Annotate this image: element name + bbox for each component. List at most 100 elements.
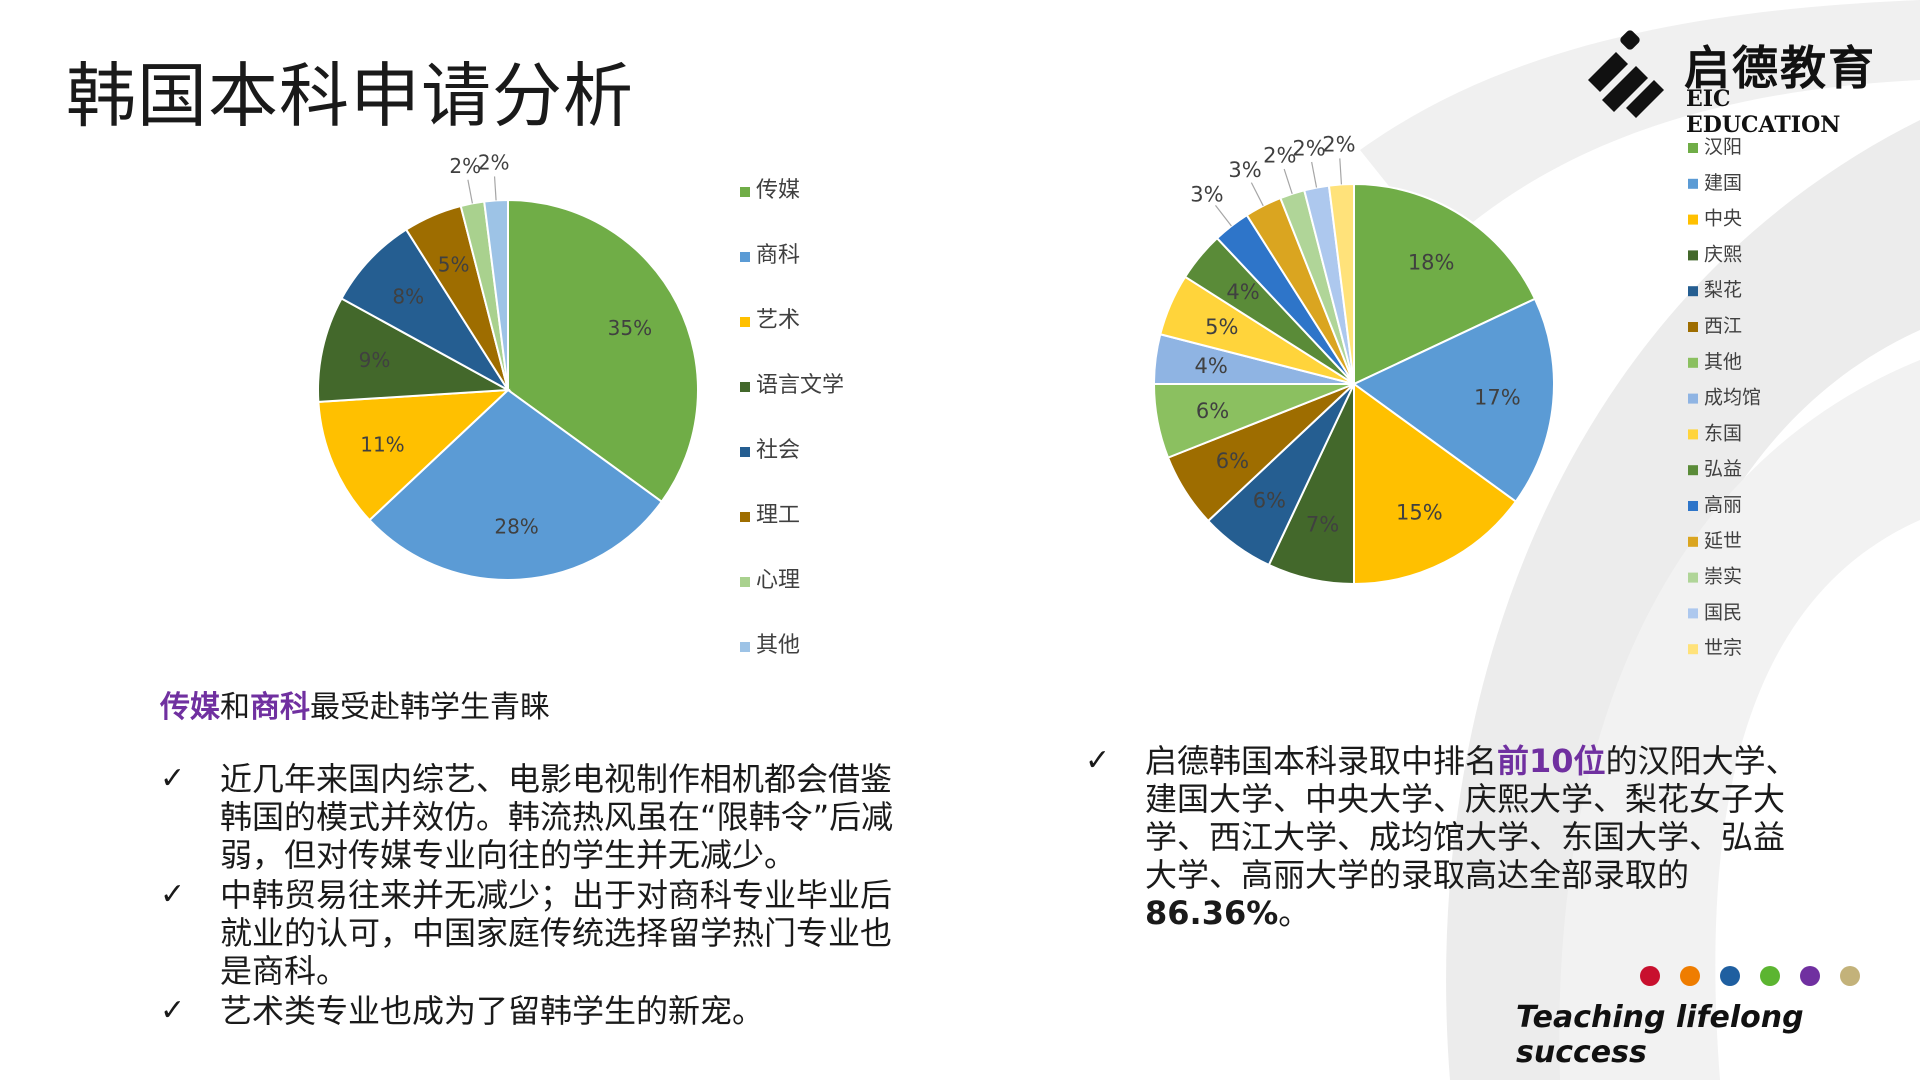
brand-logo: 启德教育 EIC EDUCATION bbox=[1576, 26, 1876, 138]
legend-swatch bbox=[740, 447, 750, 457]
legend-label: 语言文学 bbox=[756, 373, 844, 398]
pie-data-label: 6% bbox=[1196, 399, 1229, 423]
legend-swatch bbox=[1688, 286, 1698, 297]
bullet-item: ✓ 艺术类专业也成为了留韩学生的新宠。 bbox=[160, 992, 920, 1030]
legend-label: 国民 bbox=[1704, 601, 1742, 623]
pie-data-label: 2% bbox=[1292, 136, 1325, 160]
brand-dot bbox=[1840, 966, 1860, 986]
pie-data-label: 2% bbox=[478, 150, 510, 174]
legend-label: 庆熙 bbox=[1704, 243, 1742, 265]
legend-swatch bbox=[1688, 644, 1698, 655]
pie-slice bbox=[368, 388, 664, 581]
pie-slice bbox=[1352, 297, 1555, 503]
pie-data-label: 18% bbox=[1408, 250, 1455, 274]
legend-label: 西江 bbox=[1704, 315, 1742, 337]
eic-logo-icon bbox=[1588, 30, 1664, 118]
bullet-item: ✓ 启德韩国本科录取中排名前10位的汉阳大学、建国大学、中央大学、庆熙大学、梨花女… bbox=[1085, 742, 1805, 932]
pie-data-label: 17% bbox=[1474, 386, 1521, 410]
legend-swatch bbox=[1688, 178, 1698, 189]
legend-label: 东国 bbox=[1704, 422, 1742, 444]
university-distribution-pie-chart: 18%17%15%7%6%6%6%4%5%4%3%3%2%2%2% 汉阳建国中央庆… bbox=[1152, 132, 1761, 659]
legend-label: 延世 bbox=[1704, 530, 1742, 552]
leader-line bbox=[467, 179, 473, 204]
right-text-part1: 启德韩国本科录取中排名 bbox=[1145, 742, 1498, 780]
pie-data-label: 4% bbox=[1226, 280, 1259, 304]
brand-dot bbox=[1680, 966, 1700, 986]
legend-swatch bbox=[1688, 465, 1698, 476]
brand-dot bbox=[1720, 966, 1740, 986]
brand-color-dots bbox=[1640, 966, 1880, 990]
pie-data-label: 5% bbox=[438, 252, 470, 276]
pie-data-label: 2% bbox=[1263, 144, 1296, 168]
pie-data-label: 6% bbox=[1216, 449, 1249, 473]
legend-label: 建国 bbox=[1704, 172, 1742, 194]
pie-slice bbox=[317, 388, 511, 522]
logo-chinese-name: 启德教育 bbox=[1684, 41, 1876, 95]
right-text-end: 。 bbox=[1278, 894, 1311, 932]
legend-label: 中央 bbox=[1704, 208, 1742, 230]
pie-slice bbox=[340, 228, 509, 391]
legend-label: 梨花 bbox=[1704, 279, 1742, 301]
legend-label: 高丽 bbox=[1704, 494, 1742, 516]
legend-swatch bbox=[1688, 357, 1698, 368]
bullet-item: ✓ 中韩贸易往来并无减少；出于对商科专业毕业后就业的认可，中国家庭传统选择留学热门… bbox=[160, 876, 920, 990]
pie-slice bbox=[507, 198, 699, 504]
leader-line bbox=[1311, 161, 1318, 188]
pie-data-label: 11% bbox=[360, 432, 404, 456]
pie-slice bbox=[1353, 382, 1518, 586]
legend-label: 汉阳 bbox=[1704, 136, 1742, 158]
pie-slice bbox=[317, 297, 512, 403]
tagline-rest: 最受赴韩学生青睐 bbox=[310, 690, 550, 725]
pie-slice bbox=[483, 198, 509, 391]
tagline-highlight-media: 传媒 bbox=[160, 690, 220, 725]
legend-swatch bbox=[1688, 536, 1698, 547]
pie-data-label: 28% bbox=[494, 515, 538, 539]
leader-line bbox=[1250, 182, 1264, 207]
bullet-item: ✓ 近几年来国内综艺、电影电视制作相机都会借鉴韩国的模式并效仿。韩流热风虽在“限韩… bbox=[160, 760, 920, 874]
right-text-percentage: 86.36% bbox=[1145, 894, 1279, 932]
pie-data-label: 35% bbox=[608, 316, 652, 340]
legend-label: 商科 bbox=[756, 243, 800, 268]
pie-data-label: 9% bbox=[359, 348, 391, 372]
pie-data-label: 7% bbox=[1306, 513, 1339, 537]
legend-swatch bbox=[1688, 143, 1698, 153]
legend-swatch bbox=[1688, 322, 1698, 332]
leader-line bbox=[1215, 205, 1232, 227]
legend-swatch bbox=[740, 642, 750, 652]
legend-swatch bbox=[740, 382, 750, 392]
legend-swatch bbox=[740, 577, 750, 587]
leader-line bbox=[1283, 168, 1293, 194]
pie-data-label: 2% bbox=[1322, 132, 1355, 156]
logo-english-name: EIC EDUCATION bbox=[1686, 86, 1841, 138]
pie-data-label: 15% bbox=[1396, 500, 1443, 524]
left-bullet-list: ✓ 近几年来国内综艺、电影电视制作相机都会借鉴韩国的模式并效仿。韩流热风虽在“限韩… bbox=[160, 760, 920, 1032]
legend-swatch bbox=[740, 187, 750, 197]
pie-slice bbox=[1327, 182, 1355, 385]
legend-swatch bbox=[1688, 608, 1698, 619]
legend-label: 崇实 bbox=[1704, 566, 1742, 588]
pie-data-label: 4% bbox=[1194, 354, 1227, 378]
legend-swatch bbox=[1688, 429, 1698, 440]
pie-data-label: 2% bbox=[449, 154, 481, 178]
brand-dot bbox=[1640, 966, 1660, 986]
legend-swatch bbox=[740, 512, 750, 522]
right-bullet-list: ✓ 启德韩国本科录取中排名前10位的汉阳大学、建国大学、中央大学、庆熙大学、梨花女… bbox=[1085, 742, 1805, 932]
pie-data-label: 8% bbox=[392, 284, 424, 308]
right-text-part2: 的汉阳大学、建国大学、中央大学、庆熙大学、梨花女子大学、西江大学、成均馆大学、东… bbox=[1145, 742, 1798, 894]
brand-dot bbox=[1800, 966, 1820, 986]
check-icon: ✓ bbox=[1085, 743, 1111, 778]
legend-label: 理工 bbox=[756, 503, 800, 528]
bullet-text: 近几年来国内综艺、电影电视制作相机都会借鉴韩国的模式并效仿。韩流热风虽在“限韩令… bbox=[220, 760, 894, 874]
bullet-text: 艺术类专业也成为了留韩学生的新宠。 bbox=[220, 992, 765, 1030]
pie-data-label: 5% bbox=[1205, 315, 1238, 339]
pie-data-label: 3% bbox=[1190, 182, 1223, 206]
legend-label: 社会 bbox=[756, 438, 800, 463]
check-icon: ✓ bbox=[160, 761, 186, 796]
legend-swatch bbox=[1688, 393, 1698, 404]
left-tagline: 传媒和商科最受赴韩学生青睐 bbox=[160, 682, 550, 726]
brand-dot bbox=[1760, 966, 1780, 986]
legend-swatch bbox=[1688, 572, 1698, 583]
legend-label: 艺术 bbox=[756, 308, 800, 333]
